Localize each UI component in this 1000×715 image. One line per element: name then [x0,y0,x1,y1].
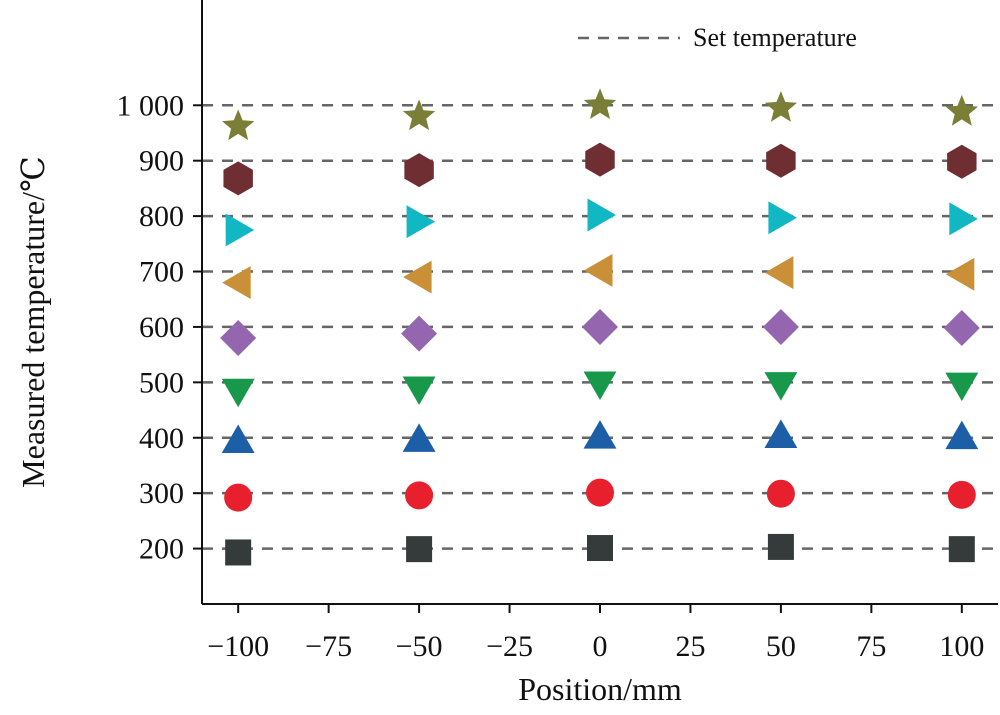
star-marker [222,109,255,141]
y-tick-label: 400 [139,422,184,455]
square-marker [587,535,613,562]
star-marker [764,91,798,122]
triangle-up-marker [583,420,617,449]
series-300 [224,478,976,512]
series-500 [221,371,979,408]
diamond-marker [582,308,618,345]
diamond-marker [401,315,438,352]
x-tick-label: 75 [856,630,886,663]
x-tick-label: 0 [593,630,608,663]
triangle-up-marker [945,420,979,450]
triangle-down-marker [583,371,617,401]
hexagon-marker [585,142,615,177]
triangle-right-marker [225,213,255,247]
x-tick-label: −75 [305,630,352,663]
circle-marker [405,481,434,510]
y-tick-label: 900 [139,145,184,178]
y-tick-label: 200 [139,533,184,566]
y-tick-label: 500 [139,366,184,399]
triangle-right-marker [768,201,797,235]
series-900 [223,142,977,196]
triangle-down-marker [764,372,798,401]
square-marker [225,539,252,566]
x-tick-label: −25 [486,630,533,663]
square-marker [948,536,975,563]
series-200 [225,533,975,566]
y-ticks: 200 300 400 500 600 700 800 900 1 000 [117,89,202,566]
y-tick-label: 800 [139,200,184,233]
x-axis-title: Position/mm [518,671,682,707]
hexagon-marker [404,153,434,188]
star-marker [583,88,617,120]
star-marker [402,99,436,131]
x-tick-label: −100 [207,630,269,663]
triangle-left-marker [222,266,251,300]
series-700 [222,253,975,300]
circle-marker [586,478,614,507]
circle-marker [224,483,253,512]
triangle-up-marker [221,424,255,454]
x-tick-label: 25 [675,630,705,663]
hexagon-marker [223,161,253,196]
circle-marker [766,479,795,508]
triangle-up-marker [402,423,436,452]
hexagon-marker [766,143,796,178]
triangle-down-marker [945,372,979,402]
triangle-down-marker [402,376,436,405]
triangle-left-marker [945,257,975,291]
triangle-left-marker [403,260,432,294]
triangle-left-marker [584,253,613,287]
triangle-left-marker [764,256,794,290]
y-tick-label: 700 [139,256,184,289]
hexagon-marker [947,144,977,179]
star-marker [945,94,978,126]
triangle-down-marker [221,378,255,408]
x-tick-label: 100 [939,630,984,663]
triangle-right-marker [949,202,978,236]
series-600 [220,308,980,357]
data-markers [220,88,980,566]
legend-label: Set temperature [693,23,857,52]
x-tick-label: 50 [766,630,796,663]
series-800 [225,198,978,247]
y-tick-label: 600 [139,311,184,344]
y-tick-label: 1 000 [117,89,185,122]
diamond-marker [943,310,980,347]
x-ticks: −100 −75 −50 −25 0 25 50 75 100 [207,604,984,663]
triangle-right-marker [587,198,616,232]
series-1000 [222,88,978,141]
diamond-marker [762,308,799,345]
square-marker [767,533,794,560]
triangle-up-marker [764,419,798,449]
legend: Set temperature [578,23,857,52]
x-tick-label: −50 [396,630,443,663]
square-marker [406,536,433,563]
y-tick-label: 300 [139,477,184,510]
diamond-marker [220,320,257,357]
y-axis-title: Measured temperature/℃ [15,156,51,488]
triangle-right-marker [406,205,436,239]
series-400 [221,419,979,454]
set-temperature-lines [202,104,998,550]
circle-marker [947,480,976,509]
